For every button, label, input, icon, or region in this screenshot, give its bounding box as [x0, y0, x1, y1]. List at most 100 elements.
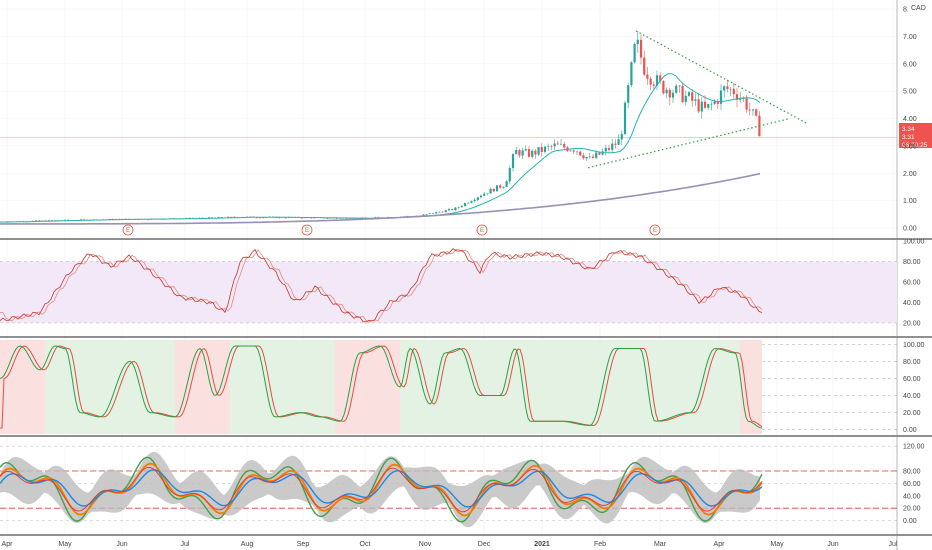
candle-body	[697, 99, 700, 112]
candle-body	[489, 188, 492, 194]
candle-body	[582, 155, 585, 159]
candle-body	[262, 217, 265, 219]
earnings-marker-label: E	[305, 228, 309, 234]
x-tick-label: Mar	[654, 541, 667, 548]
candle-body	[51, 220, 54, 221]
candle-body	[460, 206, 463, 208]
earnings-marker[interactable]	[122, 224, 134, 236]
y-tick-label: 40.00	[903, 393, 921, 400]
candle-body	[652, 84, 655, 86]
stoch-k-line	[0, 345, 763, 429]
panel-bands	[0, 261, 897, 434]
candle-body	[470, 201, 473, 203]
candle-body	[447, 209, 451, 211]
candle-body	[713, 101, 716, 104]
candle-body	[227, 216, 230, 218]
osc-signal-line	[0, 467, 763, 513]
candle-body	[67, 219, 70, 221]
price-panel[interactable]	[0, 30, 897, 225]
candle-body	[659, 75, 662, 82]
y-tick-label: 40.00	[903, 493, 921, 500]
stoch-zone	[420, 340, 760, 434]
candle-body	[511, 154, 515, 168]
candle-body	[425, 214, 428, 215]
candle-body	[492, 188, 495, 192]
candle-body	[505, 181, 508, 187]
candle-body	[569, 150, 572, 152]
y-tick-label: 2.00	[903, 171, 917, 178]
earnings-marker-label: E	[126, 228, 130, 234]
last-price-tag: 3.34 3.31 06:20:25	[899, 123, 932, 149]
candle-body	[444, 210, 447, 213]
candle-body	[483, 193, 486, 196]
candle-body	[547, 146, 550, 147]
rsi-panel[interactable]	[0, 248, 763, 323]
earnings-markers[interactable]: E E E E	[122, 224, 661, 236]
candle-body	[591, 156, 595, 158]
earnings-marker[interactable]	[301, 224, 313, 236]
rsi-band	[0, 261, 897, 323]
candle-body	[479, 195, 483, 198]
candle-body	[678, 85, 681, 87]
candle-body	[108, 218, 111, 220]
candle-body	[217, 217, 220, 218]
candle-body	[694, 99, 697, 101]
candle-body	[588, 156, 591, 158]
y-tick-label: 0.00	[903, 518, 917, 525]
candle-body	[220, 217, 223, 218]
candle-body	[486, 193, 489, 195]
x-tick-label: Jul	[889, 541, 898, 548]
candle-body	[710, 103, 713, 105]
osc-band	[0, 452, 760, 528]
candle-body	[655, 75, 659, 86]
candle-body	[595, 152, 598, 158]
candle-body	[454, 207, 457, 210]
earnings-marker[interactable]	[476, 224, 488, 236]
candle-body	[502, 186, 505, 188]
candle-body	[476, 197, 479, 200]
x-tick-label: Dec	[478, 541, 491, 548]
stoch-zone	[45, 340, 175, 434]
candle-body	[531, 150, 534, 157]
x-tick-label: Jun	[827, 541, 838, 548]
y-tick-label: 5.00	[903, 89, 917, 96]
candle-body	[732, 88, 735, 95]
candle-body	[211, 217, 214, 218]
stoch-zone	[335, 340, 400, 434]
moving-average-long	[0, 172, 761, 225]
earnings-marker[interactable]	[649, 224, 661, 236]
currency-label: CAD	[911, 5, 926, 12]
y-tick-label: 80.00	[903, 259, 921, 266]
y-tick-label: 60.00	[903, 481, 921, 488]
x-tick-label: Aug	[241, 541, 254, 548]
candle-body	[716, 101, 719, 104]
y-axis-labels: 0.00 1.00 2.00 3.00 4.00 5.00 6.00 7.00 8. 20.00 4…	[903, 7, 925, 526]
osc-panel[interactable]	[0, 452, 763, 528]
x-tick-label: Oct	[360, 541, 371, 548]
candle-body	[623, 102, 627, 135]
candle-body	[441, 211, 444, 213]
candle-body	[463, 203, 467, 207]
stoch-panel[interactable]	[0, 345, 763, 429]
candle-body	[35, 220, 38, 222]
price-tag-value: 3.34	[902, 126, 915, 133]
y-tick-label: 4.00	[903, 116, 917, 123]
candle-body	[473, 199, 476, 202]
candle-body	[585, 156, 588, 159]
y-tick-label: 3.00	[903, 143, 917, 150]
candle-body	[521, 150, 524, 156]
candle-body	[435, 212, 438, 214]
candle-body	[668, 89, 671, 98]
price-tag-value: 3.31	[902, 134, 915, 141]
candle-body	[147, 219, 150, 221]
candle-body	[527, 149, 531, 157]
y-tick-label: 7.00	[903, 34, 917, 41]
moving-average-short	[0, 73, 761, 223]
candle-body	[735, 94, 739, 100]
x-tick-label: Jun	[116, 541, 127, 548]
candle-body	[751, 109, 755, 111]
candle-body	[665, 89, 668, 94]
candle-body	[515, 150, 518, 155]
candle-body	[230, 216, 233, 218]
